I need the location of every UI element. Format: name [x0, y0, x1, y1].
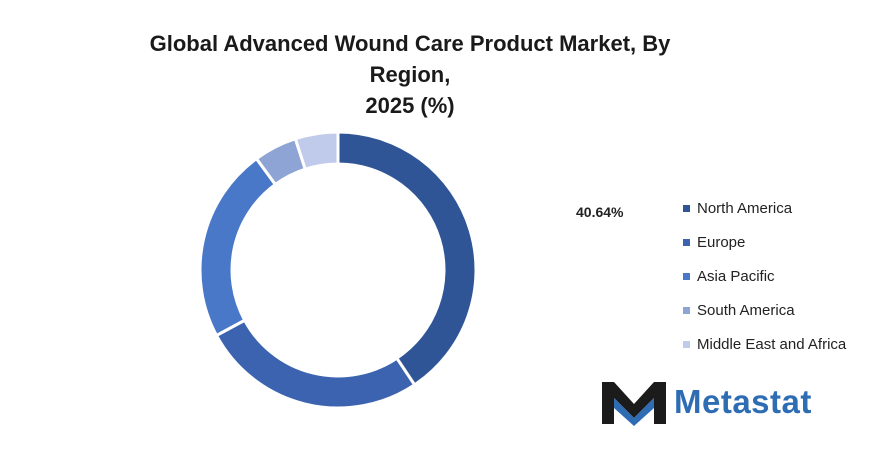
legend-label: Europe — [697, 233, 746, 251]
legend-label: Middle East and Africa — [697, 335, 847, 353]
chart-title-line-1: Global Advanced Wound Care Product Marke… — [149, 31, 671, 87]
metastat-m-icon — [602, 382, 666, 426]
logo-text: Metastat — [674, 383, 812, 420]
legend-swatch — [683, 306, 690, 314]
legend-item-europe: Europe — [683, 225, 846, 259]
legend-label: Asia Pacific — [697, 267, 775, 285]
legend-swatch — [683, 272, 690, 280]
data-label-north-america: 40.64% — [576, 204, 624, 220]
chart-title: Global Advanced Wound Care Product Marke… — [110, 28, 710, 121]
legend-item-north-america: North America — [683, 191, 846, 225]
donut-slice-europe — [214, 318, 417, 410]
legend-swatch — [683, 238, 690, 246]
legend-label: North America — [697, 199, 793, 217]
donut-slice-north-america — [336, 130, 478, 387]
legend-swatch — [683, 340, 690, 348]
donut-slice-middle-east-and-africa — [293, 130, 340, 172]
donut-slice-asia-pacific — [198, 156, 278, 338]
legend-item-south-america: South America — [683, 293, 846, 327]
legend-label: South America — [697, 301, 795, 319]
legend-item-asia-pacific: Asia Pacific — [683, 259, 846, 293]
chart-title-line-2: 2025 (%) — [365, 93, 455, 118]
legend-swatch — [683, 204, 690, 212]
metastat-logo: Metastat — [600, 378, 812, 426]
chart-legend: North America Europe Asia Pacific South Ame… — [683, 191, 846, 361]
legend-item-middle-east-and-africa: Middle East and Africa — [683, 327, 846, 361]
